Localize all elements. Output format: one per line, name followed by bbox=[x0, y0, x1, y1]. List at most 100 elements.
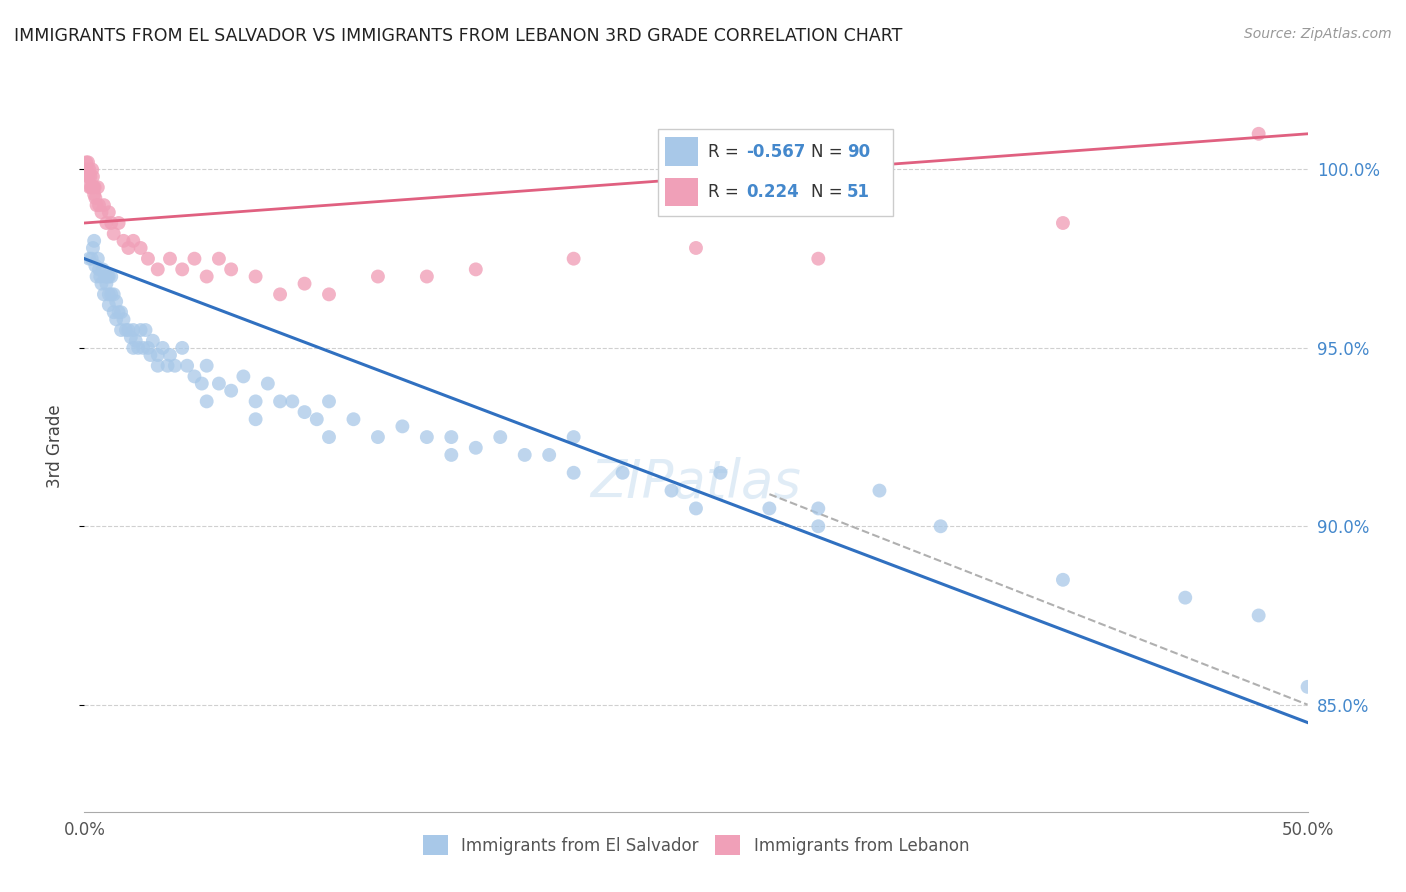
Point bbox=[269, 287, 291, 301]
Point bbox=[305, 412, 328, 426]
FancyBboxPatch shape bbox=[658, 128, 893, 216]
Point bbox=[103, 287, 125, 301]
Point bbox=[416, 269, 439, 284]
Point bbox=[440, 448, 463, 462]
Point bbox=[538, 448, 561, 462]
Point bbox=[115, 323, 138, 337]
Point bbox=[163, 359, 186, 373]
Point bbox=[612, 466, 634, 480]
Point bbox=[152, 341, 174, 355]
Point bbox=[191, 376, 214, 391]
Point bbox=[94, 269, 117, 284]
Point bbox=[269, 394, 291, 409]
Point bbox=[76, 162, 98, 177]
Point bbox=[1052, 573, 1074, 587]
Point bbox=[91, 262, 114, 277]
Point bbox=[1247, 127, 1270, 141]
Point bbox=[89, 269, 111, 284]
Point bbox=[1174, 591, 1197, 605]
Point bbox=[87, 262, 110, 277]
Point bbox=[127, 341, 149, 355]
Point bbox=[318, 430, 340, 444]
Point bbox=[208, 252, 231, 266]
Text: -0.567: -0.567 bbox=[747, 143, 806, 161]
Point bbox=[87, 252, 110, 266]
Point bbox=[318, 394, 340, 409]
Point bbox=[122, 341, 145, 355]
Text: N =: N = bbox=[811, 143, 848, 161]
Point bbox=[245, 394, 267, 409]
Point bbox=[96, 277, 118, 291]
Point bbox=[103, 227, 125, 241]
Point bbox=[97, 205, 120, 219]
Point bbox=[79, 169, 101, 184]
Point bbox=[100, 216, 122, 230]
Point bbox=[219, 262, 242, 277]
Point bbox=[107, 216, 129, 230]
Point bbox=[1296, 680, 1319, 694]
Point bbox=[245, 269, 267, 284]
Point bbox=[100, 287, 122, 301]
Point bbox=[709, 466, 731, 480]
Y-axis label: 3rd Grade: 3rd Grade bbox=[45, 404, 63, 488]
Point bbox=[82, 241, 104, 255]
Point bbox=[117, 323, 139, 337]
Point bbox=[661, 483, 683, 498]
Point bbox=[87, 198, 110, 212]
Legend: Immigrants from El Salvador, Immigrants from Lebanon: Immigrants from El Salvador, Immigrants … bbox=[416, 829, 976, 862]
Point bbox=[86, 198, 108, 212]
Point bbox=[77, 162, 100, 177]
Point bbox=[97, 287, 120, 301]
Point bbox=[562, 430, 585, 444]
Text: N =: N = bbox=[811, 183, 848, 201]
Bar bbox=[665, 137, 699, 166]
Point bbox=[489, 430, 512, 444]
Point bbox=[159, 252, 181, 266]
Point bbox=[96, 216, 118, 230]
Point bbox=[83, 180, 105, 194]
Point bbox=[142, 334, 165, 348]
Point bbox=[562, 252, 585, 266]
Point bbox=[79, 180, 101, 194]
Point bbox=[513, 448, 536, 462]
Point bbox=[146, 348, 169, 362]
Point bbox=[100, 269, 122, 284]
Point bbox=[103, 305, 125, 319]
Point bbox=[122, 234, 145, 248]
Point bbox=[232, 369, 254, 384]
Point bbox=[97, 298, 120, 312]
Point bbox=[318, 287, 340, 301]
Point bbox=[105, 294, 128, 309]
Point bbox=[195, 394, 218, 409]
Point bbox=[82, 162, 104, 177]
Point bbox=[183, 252, 205, 266]
Point bbox=[75, 162, 97, 177]
Point bbox=[562, 466, 585, 480]
Point bbox=[208, 376, 231, 391]
Text: 51: 51 bbox=[846, 183, 870, 201]
Point bbox=[183, 369, 205, 384]
Point bbox=[172, 262, 194, 277]
Point bbox=[135, 323, 157, 337]
Point bbox=[367, 269, 389, 284]
Point bbox=[464, 441, 486, 455]
Point bbox=[1052, 216, 1074, 230]
Point bbox=[367, 430, 389, 444]
Point bbox=[80, 180, 103, 194]
Point bbox=[195, 269, 218, 284]
Point bbox=[110, 305, 132, 319]
Point bbox=[136, 341, 159, 355]
Point bbox=[685, 241, 707, 255]
Point bbox=[105, 312, 128, 326]
Point bbox=[146, 359, 169, 373]
Point bbox=[75, 155, 97, 169]
Point bbox=[125, 334, 148, 348]
Point bbox=[82, 169, 104, 184]
Text: Source: ZipAtlas.com: Source: ZipAtlas.com bbox=[1244, 27, 1392, 41]
Point bbox=[129, 323, 152, 337]
Point bbox=[112, 234, 135, 248]
Point bbox=[219, 384, 242, 398]
Point bbox=[77, 155, 100, 169]
Point bbox=[76, 169, 98, 184]
Point bbox=[110, 323, 132, 337]
